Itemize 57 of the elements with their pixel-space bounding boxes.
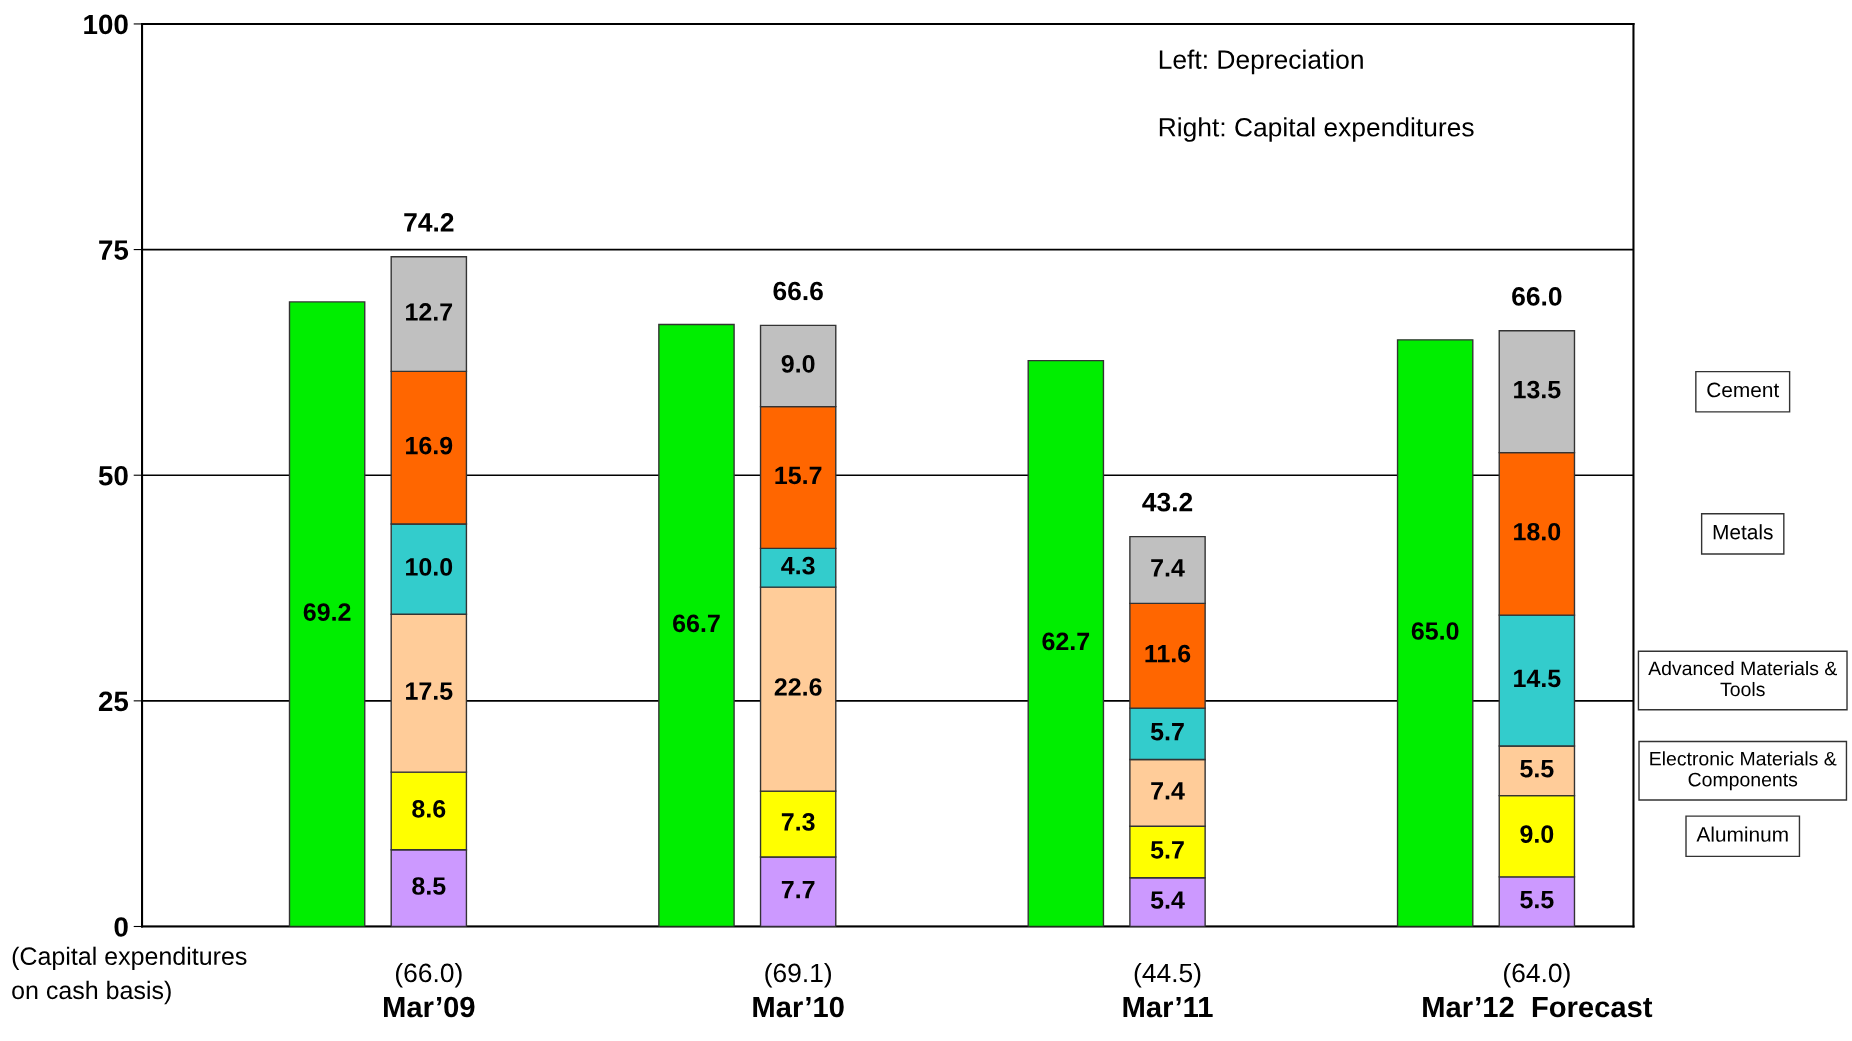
total-label: 66.6 [773,281,823,301]
data-label: 9.0 [781,355,815,373]
x-tick-label: Mar’10 [753,996,844,1018]
text: Aluminum [1696,826,1788,842]
data-label: 66.7 [673,614,720,633]
data-label: 5.5 [1520,760,1554,778]
y-tick-label: 100 [84,14,128,35]
data-label: 69.2 [303,603,351,621]
text: Advanced Materials & Tools [1648,661,1837,697]
data-label: 65.0 [1411,622,1459,640]
data-label: 8.6 [412,799,446,818]
data-label: 4.3 [781,556,815,575]
text: Cement [1707,382,1780,398]
data-label: 11.6 [1145,644,1191,663]
data-label: 5.4 [1150,891,1185,909]
data-label: 15.7 [775,466,822,485]
data-label: 22.6 [774,678,822,696]
x-tick-label: Mar’09 [384,996,475,1018]
bar [658,323,735,927]
data-label: 7.7 [781,881,815,899]
data-label: 8.5 [412,877,446,895]
text: (66.0) [395,962,462,988]
total-label: 74.2 [404,213,454,232]
annotation: Left: Depreciation [1159,49,1363,75]
text: (44.5) [1134,962,1201,988]
total-label: 43.2 [1142,492,1193,512]
text: (69.1) [765,962,831,988]
x-tick-label: Mar’11 [1123,997,1213,1018]
annotation: Right: Capital expenditures [1159,117,1474,142]
data-label: 9.0 [1520,825,1554,843]
text: Electronic Materials & Components [1650,751,1837,791]
data-label: 5.7 [1150,723,1184,741]
y-tick-label: 50 [98,465,128,486]
y-tick-label: 75 [99,240,129,260]
text: Metals [1713,524,1773,540]
x-tick-label: Mar’12 Forecast [1423,996,1653,1018]
data-label: 7.3 [781,813,815,831]
text: (64.0) [1504,962,1570,988]
data-label: 7.4 [1151,559,1185,577]
data-label: 18.0 [1514,522,1561,541]
data-label: 5.5 [1520,890,1554,909]
data-label: 5.7 [1150,841,1184,859]
data-label: 62.7 [1042,632,1090,651]
data-label: 13.5 [1514,380,1561,399]
text: (Capital expenditures on cash basis) [12,946,247,1005]
y-tick-label: 25 [98,691,129,712]
data-label: 7.4 [1151,782,1185,800]
data-label: 17.5 [406,682,453,700]
bar [1396,339,1474,927]
bar [1027,359,1105,927]
bar [288,301,366,927]
data-label: 16.9 [406,436,453,455]
data-label: 12.7 [406,303,453,321]
total-label: 66.0 [1512,287,1562,306]
data-label: 14.5 [1514,669,1561,688]
data-label: 10.0 [406,558,453,576]
y-tick-label: 0 [114,917,128,937]
